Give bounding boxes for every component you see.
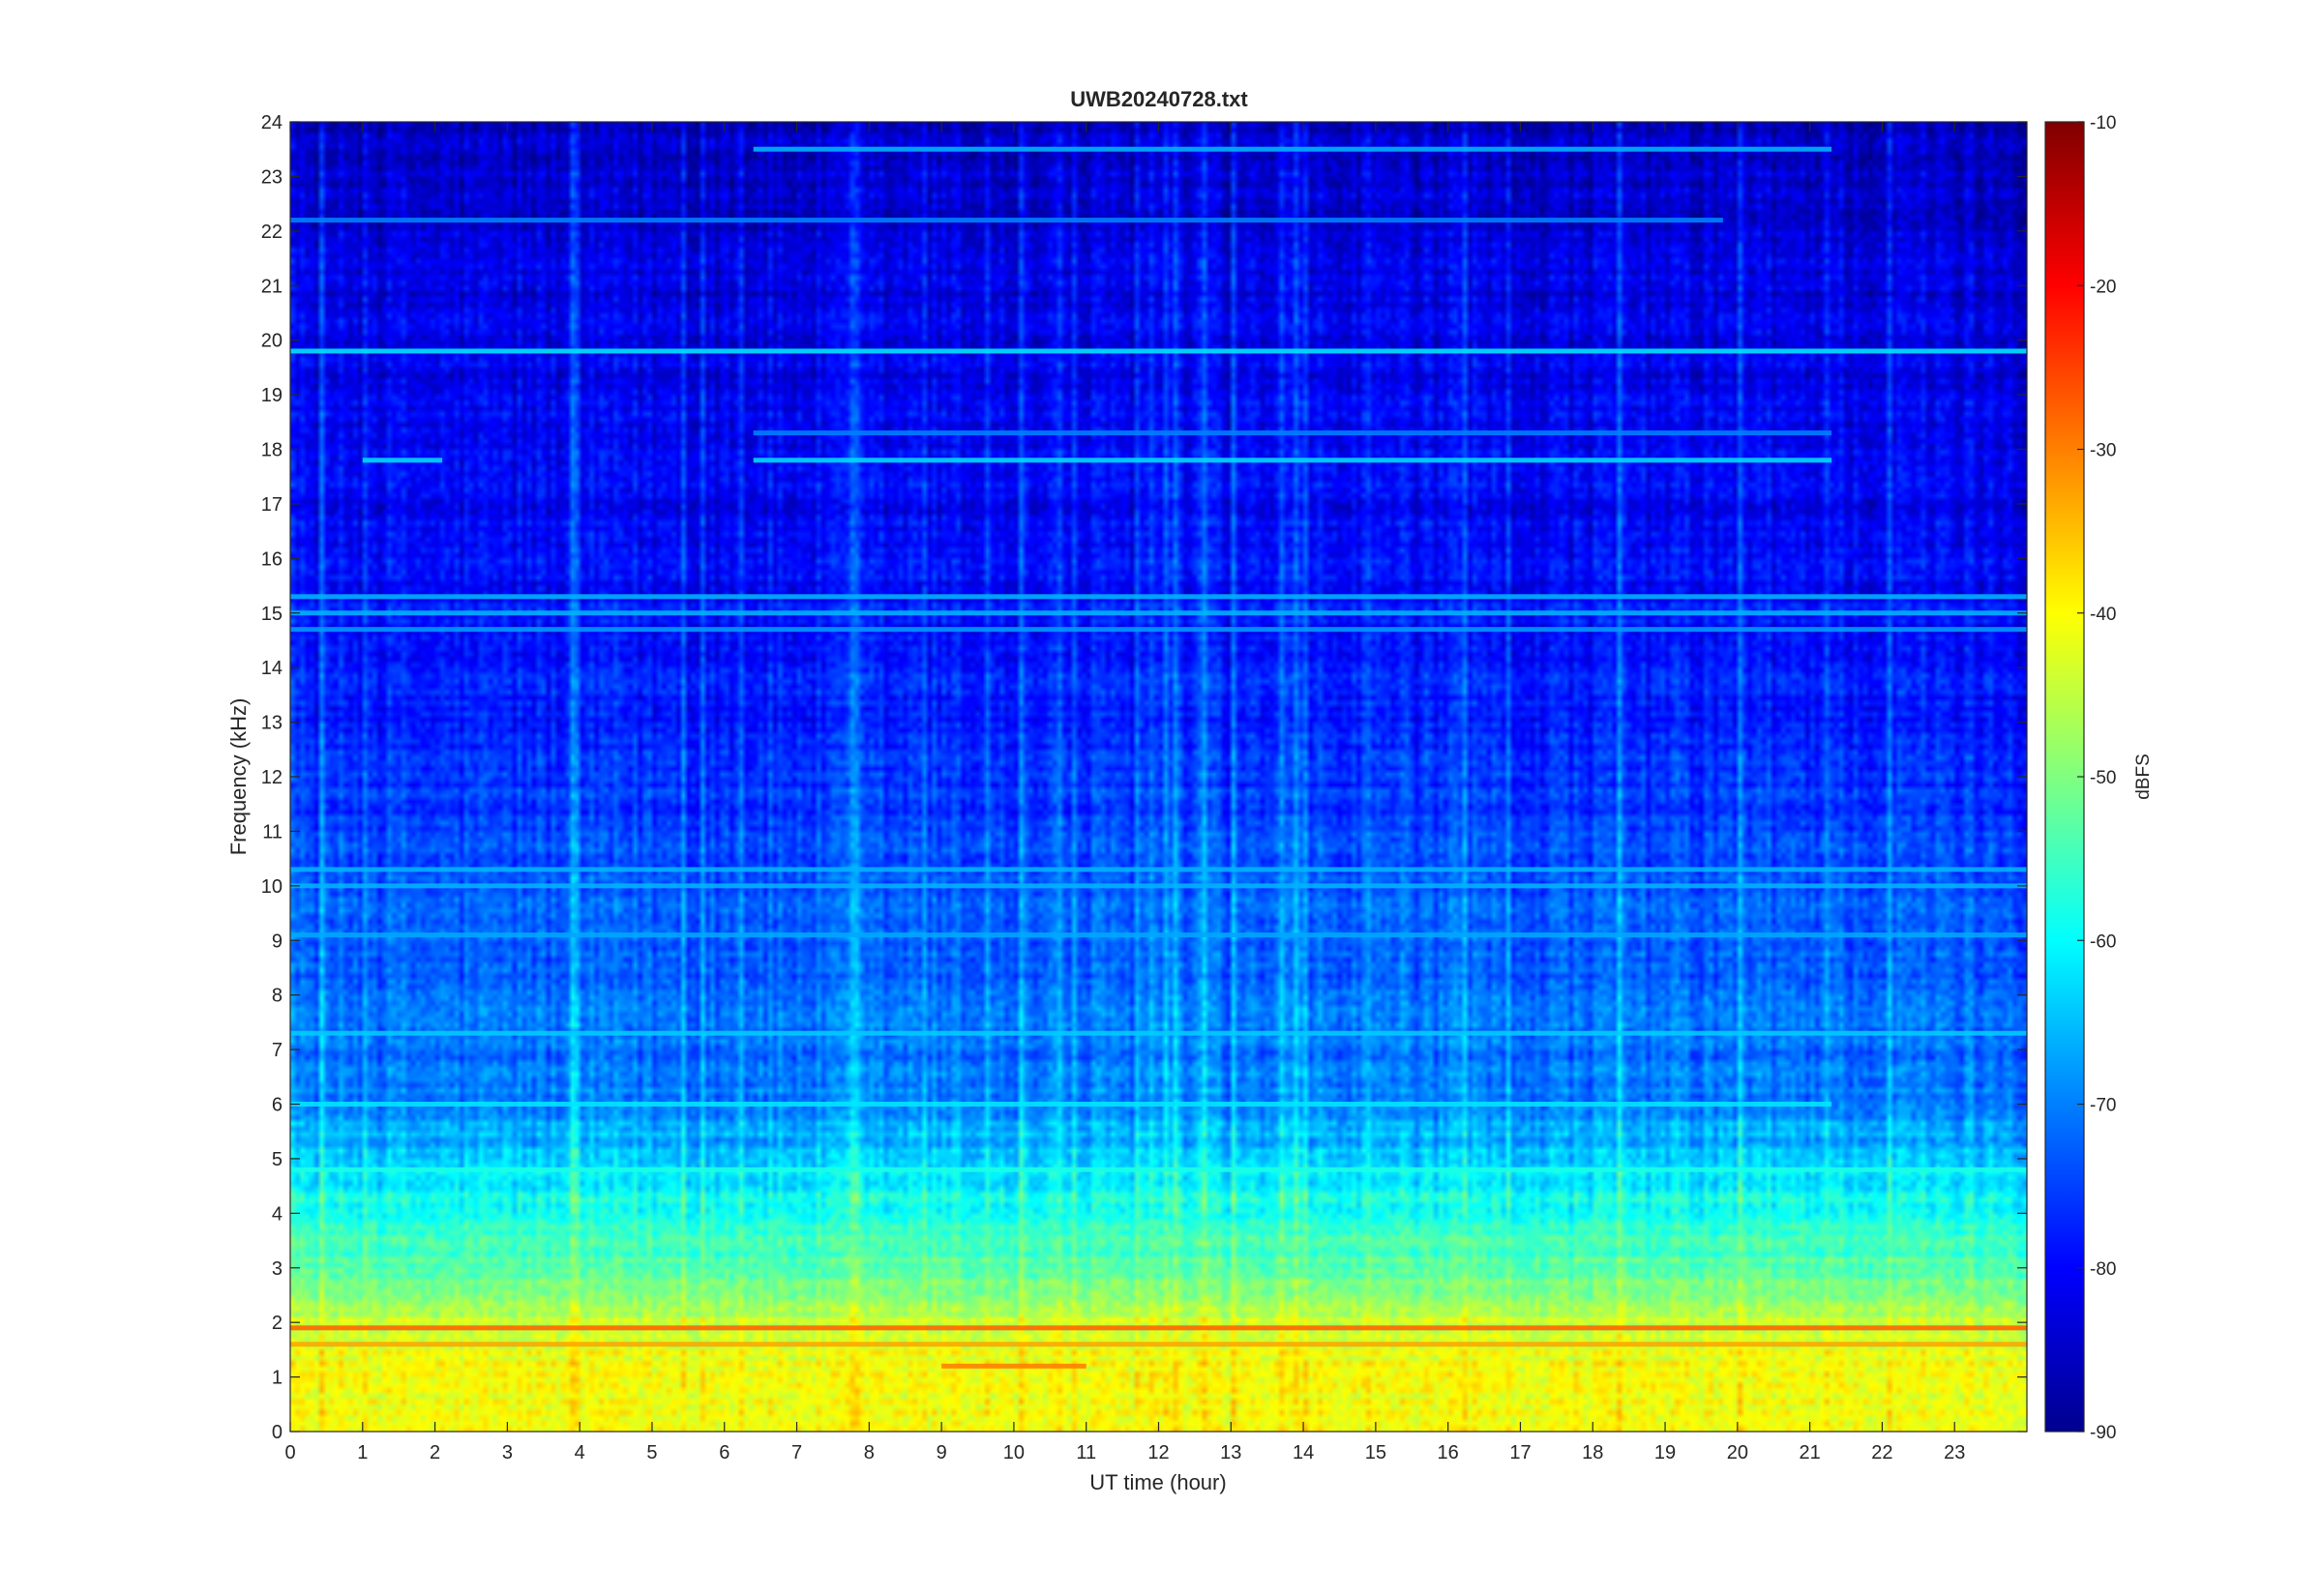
colorbar-tick-label: -30 [2090,441,2116,461]
x-tick-label: 14 [1293,1442,1314,1463]
x-tick-label: 1 [357,1442,368,1463]
carrier-line [362,458,443,463]
y-tick-label: 3 [272,1258,283,1280]
x-tick-label: 4 [575,1442,585,1463]
y-tick-label: 11 [262,821,283,842]
x-tick-label: 8 [864,1442,875,1463]
colorbar-tick-label: -20 [2090,277,2116,297]
carrier-line [290,218,1723,223]
colorbar-tick-label: -40 [2090,605,2116,625]
y-tick-label: 0 [272,1422,283,1443]
y-tick-label: 18 [261,440,283,461]
x-tick-label: 21 [1800,1442,1821,1463]
colorbar-tick-label: -10 [2090,113,2116,133]
x-tick-label: 5 [646,1442,657,1463]
carrier-line [290,883,2027,889]
carrier-line [290,348,2027,354]
colorbar-tick-label: -70 [2090,1096,2116,1116]
y-tick-label: 9 [272,931,283,952]
x-tick-label: 0 [284,1442,295,1463]
y-tick-label: 21 [261,276,283,297]
y-axis-label: Frequency (kHz) [226,698,251,856]
x-tick-label: 13 [1220,1442,1241,1463]
carrier-line [290,1030,2027,1036]
y-tick-label: 6 [272,1095,283,1116]
x-tick-label: 6 [719,1442,729,1463]
y-tick-label: 15 [261,604,283,625]
chart-title: UWB20240728.txt [1070,87,1248,111]
y-tick-label: 17 [261,494,283,516]
x-tick-label: 2 [430,1442,440,1463]
y-tick-label: 24 [261,112,283,133]
carrier-line [290,1325,2027,1331]
colorbar: -10 -20 -30 -40 -50 -60 -70 -80 -90 dBFS [2044,113,2154,1443]
plot-area [289,121,2028,1433]
x-tick-label: 7 [791,1442,802,1463]
y-tick-label: 5 [272,1149,283,1170]
x-tick-label: 15 [1365,1442,1386,1463]
y-tick-label: 8 [272,986,283,1007]
carrier-line [290,1102,1832,1107]
y-tick-label: 7 [272,1040,283,1061]
colorbar-ticks: -10 -20 -30 -40 -50 -60 -70 -80 -90 [2077,113,2116,1443]
y-tick-label: 23 [261,166,283,188]
x-tick-label: 17 [1509,1442,1531,1463]
carrier-line [290,627,2027,633]
x-tick-label: 9 [937,1442,947,1463]
x-tick-label: 11 [1076,1442,1096,1463]
carrier-line [941,1363,1087,1369]
colorbar-tick-label: -90 [2090,1423,2116,1443]
carrier-line [290,932,2027,938]
colorbar-tick-label: -50 [2090,768,2116,788]
y-tick-label: 14 [261,658,283,679]
y-tick-label: 2 [272,1313,283,1334]
colorbar-tick-label: -60 [2090,931,2116,952]
spectrogram-raster [290,122,2027,1432]
x-tick-label: 16 [1438,1442,1459,1463]
x-tick-label: 18 [1582,1442,1603,1463]
y-tick-label: 12 [261,767,283,788]
carrier-line [753,430,1832,436]
y-tick-label: 10 [261,876,283,898]
x-tick-label: 20 [1727,1442,1748,1463]
carrier-line [290,1342,2027,1347]
x-tick-label: 19 [1654,1442,1676,1463]
carrier-line [753,458,1832,463]
y-tick-label: 4 [272,1203,283,1225]
y-tick-label: 1 [272,1368,283,1389]
y-tick-label: 19 [261,385,283,406]
x-axis: 0 1 2 3 4 5 6 7 8 9 10 11 12 13 14 15 16 17 18 19 20 21 22 23 [284,122,1965,1463]
colorbar-tick-label: -80 [2090,1259,2116,1280]
x-tick-label: 3 [502,1442,513,1463]
carrier-line [290,594,2027,600]
colorbar-label: dBFS [2133,754,2154,800]
carrier-line [290,610,2027,616]
y-tick-label: 22 [261,222,283,243]
x-tick-label: 12 [1147,1442,1169,1463]
x-axis-label: UT time (hour) [1089,1470,1226,1494]
carrier-line [290,1167,2027,1172]
carrier-line [753,146,1832,152]
y-tick-label: 13 [261,713,283,734]
carrier-line [290,867,2027,872]
x-tick-label: 22 [1871,1442,1892,1463]
x-tick-label: 23 [1944,1442,1965,1463]
x-tick-label: 10 [1003,1442,1025,1463]
y-tick-label: 20 [261,331,283,352]
spectrogram-heatmap [290,122,2027,1432]
y-tick-label: 16 [261,548,283,570]
